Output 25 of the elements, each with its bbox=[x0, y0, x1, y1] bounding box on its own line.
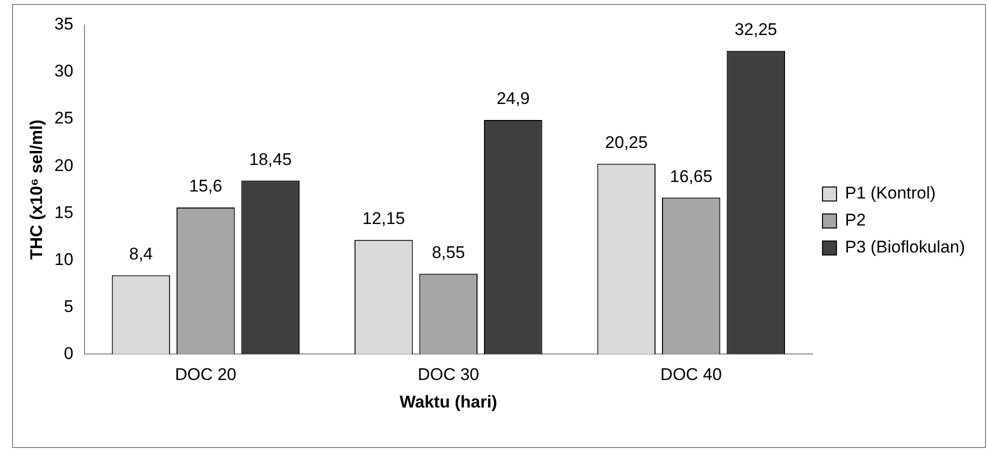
legend-label: P1 (Kontrol) bbox=[844, 184, 936, 203]
data-label: 12,15 bbox=[362, 209, 405, 228]
data-label: 8,55 bbox=[432, 242, 465, 262]
y-tick-label: 5 bbox=[64, 296, 74, 316]
y-tick-label: 0 bbox=[64, 344, 74, 363]
y-tick-label: 20 bbox=[54, 156, 74, 175]
data-label: 15,6 bbox=[189, 176, 222, 196]
y-tick-label: 35 bbox=[54, 14, 74, 34]
y-tick-label: 15 bbox=[54, 202, 74, 222]
y-tick-label: 10 bbox=[54, 250, 74, 269]
x-tick-label: DOC 20 bbox=[174, 365, 236, 384]
data-label: 18,45 bbox=[249, 150, 292, 169]
data-label: 20,25 bbox=[605, 132, 648, 152]
data-label: 16,65 bbox=[670, 166, 712, 186]
y-tick-label: 25 bbox=[54, 108, 74, 128]
data-label: 8,4 bbox=[129, 244, 153, 264]
data-label: 32,25 bbox=[734, 20, 778, 40]
legend-label: P3 (Bioflokulan) bbox=[844, 238, 966, 257]
y-axis-title: THC (x10⁶ sel/ml) bbox=[26, 120, 46, 260]
x-tick-label: DOC 30 bbox=[418, 365, 480, 384]
data-label: 24,9 bbox=[496, 89, 530, 108]
x-tick-label: DOC 40 bbox=[660, 365, 722, 384]
y-tick-label: 30 bbox=[54, 62, 74, 81]
legend-label: P2 bbox=[844, 210, 866, 230]
x-axis-title: Waktu (hari) bbox=[400, 392, 498, 412]
